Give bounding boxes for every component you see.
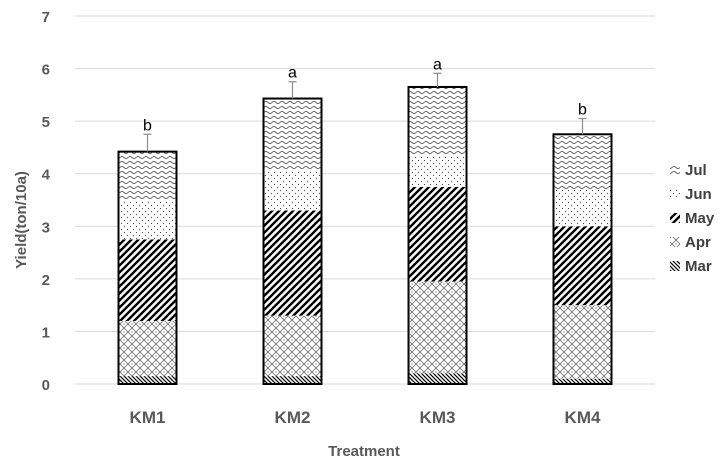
y-tick-label: 4 [42,167,51,184]
bar-segment-apr [408,281,467,374]
legend-swatch-apr [670,237,680,247]
bar-segment-may [118,239,177,321]
y-tick-label: 2 [42,272,50,289]
x-axis-title: Treatment [328,443,400,460]
legend-label: Apr [685,234,711,251]
bar-segment-jul [408,86,467,156]
legend-swatch-jul [670,165,680,175]
bar-segment-mar [263,376,322,384]
legend-label: Jun [685,186,712,203]
bar-segment-jul [263,98,322,172]
legend-label: Mar [685,258,712,275]
y-axis-title: Yield(ton/10a) [13,171,30,269]
bar-segment-jun [408,155,467,187]
legend: Jul Jun May Apr Mar [670,162,715,275]
bar-segment-may [553,226,612,306]
x-axis-ticks: KM1 KM2 KM3 KM4 [130,408,601,427]
legend-label: May [685,210,715,227]
bar-segment-jun [263,171,322,211]
significance-label: a [288,65,297,82]
bar-segment-jul [553,134,612,190]
bars [117,85,613,385]
y-tick-label: 5 [42,114,50,131]
y-tick-label: 6 [42,62,50,79]
bar-segment-mar [408,373,467,384]
bar-segment-may [408,186,467,282]
legend-swatch-may [670,213,680,223]
bar-segment-apr [118,320,177,377]
legend-label: Jul [685,162,707,179]
y-tick-label: 0 [42,377,50,394]
bar-segment-jul [118,151,177,200]
x-tick-label: KM4 [565,408,601,427]
error-bars [143,72,587,152]
bar-segment-jun [553,189,612,227]
legend-swatch-jun [670,189,680,199]
y-tick-label: 3 [42,219,50,236]
bar-segment-mar [553,378,612,384]
significance-labels: b a a b [143,56,587,134]
y-tick-label: 7 [42,9,50,26]
legend-swatch-mar [670,261,680,271]
bar-segment-apr [263,315,322,377]
bar-segment-apr [553,305,612,379]
x-tick-label: KM1 [130,408,166,427]
y-tick-label: 1 [42,324,50,341]
significance-label: a [433,56,442,73]
significance-label: b [143,117,152,134]
x-tick-label: KM2 [275,408,311,427]
significance-label: b [578,102,587,119]
y-axis-ticks: 0 1 2 3 4 5 6 7 [42,9,51,394]
x-tick-label: KM3 [420,408,456,427]
bar-segment-may [263,210,322,316]
bar-segment-mar [118,376,177,384]
bar-segment-jun [118,200,177,240]
